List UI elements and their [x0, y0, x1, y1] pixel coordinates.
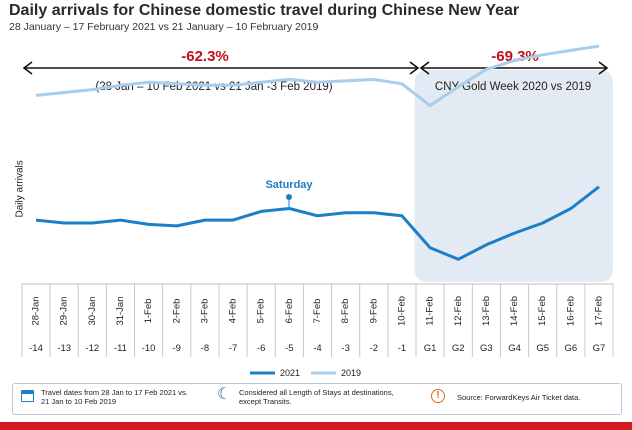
x-tick-label: 5-Feb [256, 299, 267, 324]
footer-notes: Travel dates from 28 Jan to 17 Feb 2021 … [12, 383, 622, 415]
calendar-icon [21, 390, 34, 402]
x-tick-label: 9-Feb [368, 299, 379, 324]
day-offset-label: -11 [114, 343, 127, 354]
x-tick-label: 7-Feb [312, 299, 323, 324]
day-offset-label: -10 [142, 343, 156, 354]
x-tick-label: 15-Feb [537, 296, 548, 326]
day-offset-label: -3 [341, 343, 349, 354]
x-tick-label: 17-Feb [594, 296, 605, 326]
x-tick-label: 31-Jan [115, 296, 126, 325]
chart-subtitle: 28 January – 17 February 2021 vs 21 Janu… [9, 21, 319, 33]
info-icon: ! [431, 389, 445, 403]
day-offset-label: G5 [536, 343, 549, 354]
legend-label-2021: 2021 [280, 368, 300, 378]
footer-note-dates: Travel dates from 28 Jan to 17 Feb 2021 … [41, 388, 188, 406]
x-tick-label: 14-Feb [509, 296, 520, 326]
day-offset-label: -5 [285, 343, 293, 354]
x-tick-label: 11-Feb [425, 296, 436, 325]
day-offset-label: -13 [57, 343, 71, 354]
cny-gold-week-highlight [414, 70, 614, 282]
day-offset-label: G1 [424, 343, 437, 354]
saturday-label: Saturday [265, 179, 313, 191]
x-tick-label: 1-Feb [143, 299, 154, 324]
right-range-label: CNY Gold Week 2020 vs 2019 [435, 81, 591, 93]
day-offset-label: G4 [508, 343, 521, 354]
x-tick-label: 30-Jan [87, 296, 98, 325]
day-offset-label: G6 [565, 343, 578, 354]
day-offset-label: -9 [173, 343, 181, 354]
right-percent-label: -69.3% [491, 48, 539, 65]
right-range-arrow [419, 61, 609, 75]
day-offset-label: -1 [398, 343, 406, 354]
day-offset-label: -8 [201, 343, 209, 354]
day-offset-label: -12 [85, 343, 99, 354]
x-tick-label: 10-Feb [396, 296, 407, 326]
day-offset-label: -2 [370, 343, 378, 354]
x-tick-label: 6-Feb [284, 299, 295, 324]
legend-label-2019: 2019 [341, 368, 361, 378]
bottom-red-bar [0, 422, 632, 430]
x-tick-label: 4-Feb [228, 299, 239, 324]
moon-icon: ☾ [217, 386, 232, 403]
footer-note-stays: Considered all Length of Stays at destin… [239, 388, 394, 406]
day-offset-label: -7 [229, 343, 237, 354]
day-offset-label: -4 [313, 343, 321, 354]
x-tick-label: 16-Feb [565, 296, 576, 326]
day-offset-label: G2 [452, 343, 465, 354]
day-offset-label: G7 [593, 343, 606, 354]
saturday-marker-dot [286, 194, 292, 200]
x-tick-label: 13-Feb [481, 296, 492, 326]
x-tick-label: 12-Feb [453, 296, 464, 326]
x-tick-label: 29-Jan [59, 296, 70, 325]
day-offset-label: -6 [257, 343, 265, 354]
x-tick-label: 2-Feb [171, 299, 182, 324]
x-tick-label: 8-Feb [340, 299, 351, 324]
chart-title: Daily arrivals for Chinese domestic trav… [9, 2, 520, 19]
left-percent-label: -62.3% [181, 48, 229, 65]
day-offset-label: G3 [480, 343, 493, 354]
day-offset-label: -14 [29, 343, 43, 354]
x-tick-label: 28-Jan [31, 296, 42, 325]
footer-note-source: Source: ForwardKeys Air Ticket data. [457, 393, 581, 402]
x-tick-label: 3-Feb [199, 299, 210, 324]
left-range-arrow [22, 61, 420, 75]
